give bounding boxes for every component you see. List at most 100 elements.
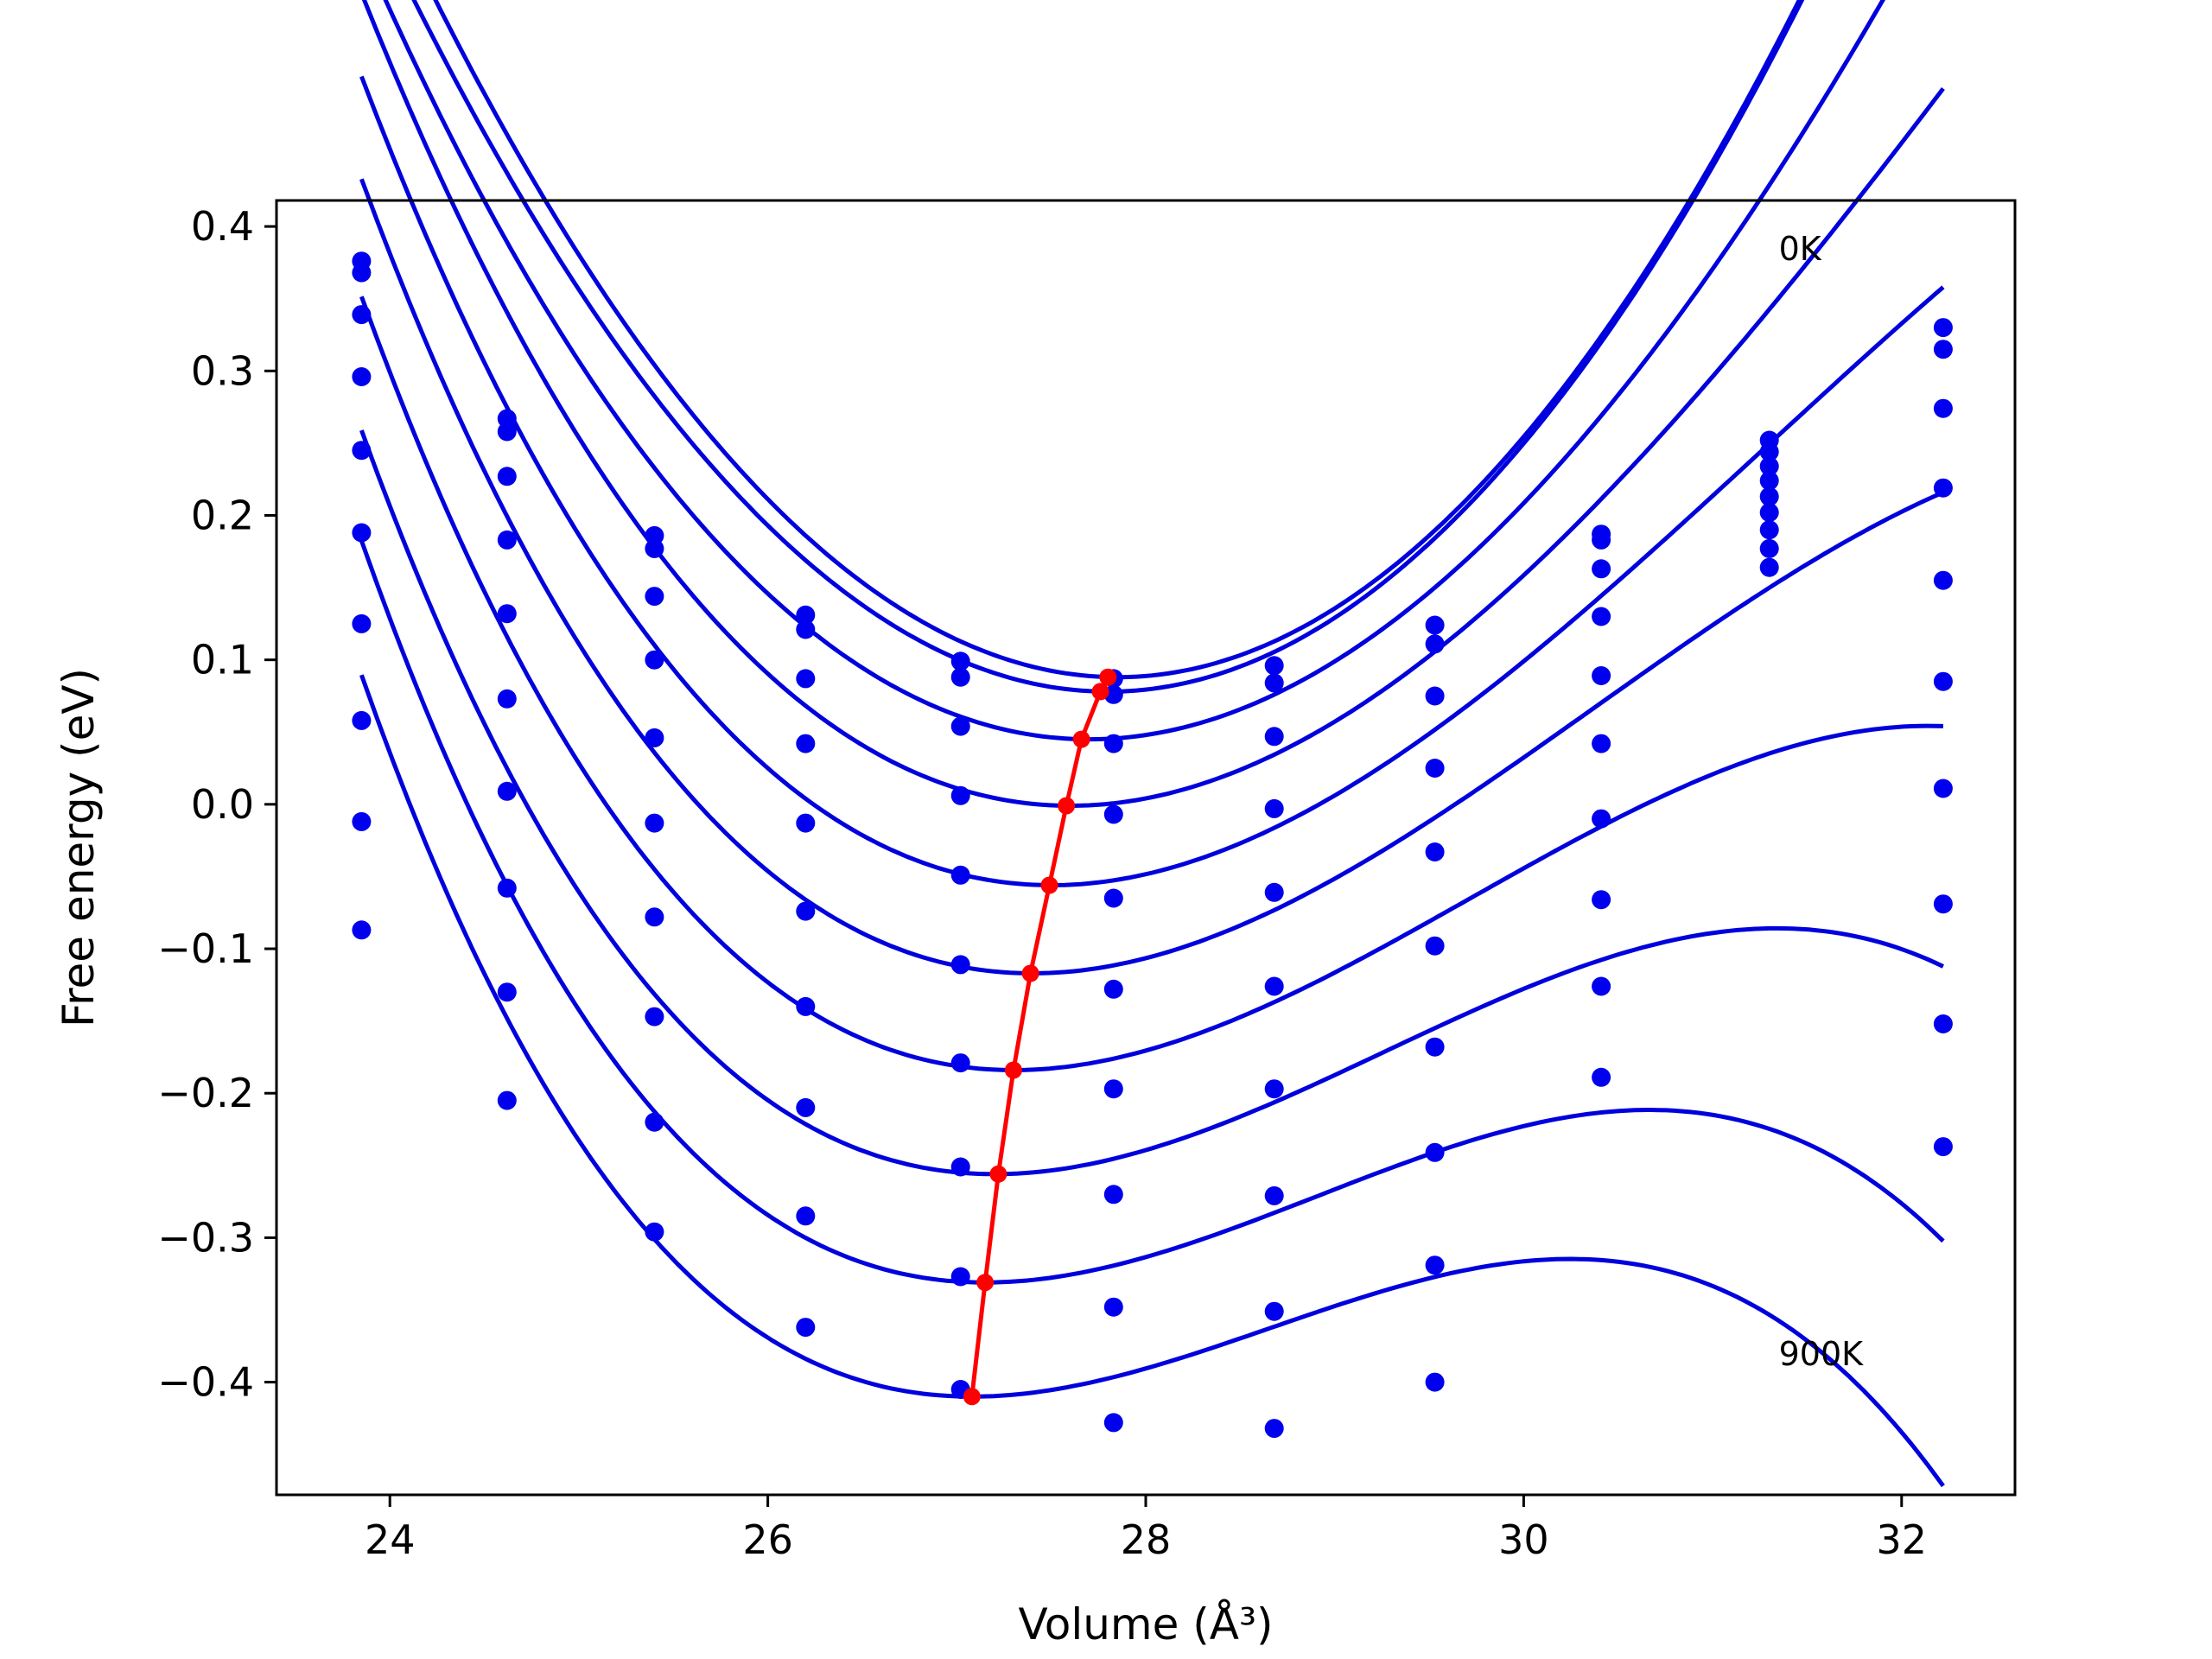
data-point xyxy=(1425,759,1445,778)
data-point xyxy=(1759,456,1779,476)
data-point xyxy=(1933,340,1953,359)
data-point xyxy=(1264,656,1284,676)
data-point xyxy=(1103,979,1123,999)
data-point xyxy=(796,1206,816,1226)
data-point xyxy=(950,865,970,885)
y-tick-label: 0.2 xyxy=(191,492,254,538)
data-point xyxy=(1592,559,1611,579)
data-point xyxy=(497,781,517,801)
temperature-annotation: 900K xyxy=(1779,1335,1865,1373)
minimum-point xyxy=(989,1165,1007,1183)
data-point xyxy=(1425,1142,1445,1162)
data-point xyxy=(796,996,816,1016)
data-point xyxy=(796,1318,816,1338)
data-point xyxy=(645,538,664,558)
data-point xyxy=(645,587,664,607)
data-points xyxy=(352,251,1953,1439)
data-point xyxy=(645,813,664,833)
data-point xyxy=(1425,842,1445,861)
data-point xyxy=(497,422,517,442)
data-point xyxy=(1264,1301,1284,1321)
data-point xyxy=(1425,1372,1445,1392)
minimum-point xyxy=(1021,964,1039,982)
temperature-annotation: 0K xyxy=(1779,230,1822,268)
data-point xyxy=(796,1097,816,1117)
data-point xyxy=(352,441,372,461)
data-point xyxy=(1759,538,1779,558)
data-point xyxy=(950,1053,970,1073)
data-point xyxy=(796,669,816,689)
data-point xyxy=(1103,1079,1123,1099)
data-point xyxy=(497,1090,517,1110)
fit-curve-1 xyxy=(411,0,1805,694)
minimum-point xyxy=(1058,797,1076,815)
data-point xyxy=(1425,1037,1445,1057)
data-point xyxy=(645,1222,664,1242)
data-point xyxy=(1103,888,1123,908)
fit-curves xyxy=(359,0,1945,1488)
minimum-point xyxy=(976,1274,995,1292)
data-point xyxy=(1425,936,1445,956)
data-point xyxy=(1592,666,1611,685)
data-point xyxy=(645,728,664,747)
data-point xyxy=(1425,1255,1445,1275)
data-point xyxy=(497,878,517,898)
fit-curve-2 xyxy=(383,0,1885,742)
data-point xyxy=(796,901,816,921)
fit-curve-8 xyxy=(359,539,1945,1285)
data-point xyxy=(1759,471,1779,491)
data-point xyxy=(950,1267,970,1287)
x-tick-label: 24 xyxy=(365,1516,416,1563)
data-point xyxy=(1933,671,1953,691)
fit-curve-4 xyxy=(359,75,1945,888)
data-point xyxy=(1592,734,1611,753)
plot-area xyxy=(276,200,2015,1495)
data-point xyxy=(796,605,816,625)
x-tick-label: 32 xyxy=(1877,1516,1928,1563)
data-point xyxy=(1264,976,1284,996)
data-point xyxy=(1759,557,1779,577)
data-point xyxy=(1933,398,1953,418)
x-tick-label: 30 xyxy=(1498,1516,1549,1563)
x-tick-label: 28 xyxy=(1121,1516,1172,1563)
data-point xyxy=(1933,1137,1953,1157)
data-point xyxy=(1103,684,1123,704)
data-point xyxy=(796,813,816,833)
data-point xyxy=(950,652,970,671)
y-tick-label: 0.0 xyxy=(191,781,254,828)
minimum-point xyxy=(1040,876,1058,894)
data-point xyxy=(1933,318,1953,338)
data-point xyxy=(1933,570,1953,590)
data-point xyxy=(1759,503,1779,523)
data-point xyxy=(950,1157,970,1177)
data-point xyxy=(796,734,816,753)
fit-curve-6 xyxy=(359,296,1943,1073)
data-point xyxy=(1103,1413,1123,1433)
data-point xyxy=(950,716,970,736)
y-tick-label: 0.3 xyxy=(191,347,254,394)
data-point xyxy=(645,907,664,927)
data-point xyxy=(497,604,517,624)
data-point xyxy=(645,1007,664,1027)
y-axis-ticks: 0.4 0.3 0.2 0.1 0.0 −0.1 −0.2 −0.3 −0.4 xyxy=(157,203,276,1406)
fit-curve-3 xyxy=(361,0,1945,808)
fit-curve-0 xyxy=(433,0,1802,680)
data-point xyxy=(950,667,970,687)
data-point xyxy=(497,530,517,550)
data-point xyxy=(1933,1014,1953,1033)
data-point xyxy=(1264,673,1284,693)
data-point xyxy=(352,613,372,633)
data-point xyxy=(1425,615,1445,635)
data-point xyxy=(1425,686,1445,706)
x-tick-label: 26 xyxy=(742,1516,793,1563)
data-point xyxy=(497,982,517,1002)
data-point xyxy=(1592,530,1611,550)
data-point xyxy=(1592,1067,1611,1087)
data-point xyxy=(1933,478,1953,498)
data-point xyxy=(1103,734,1123,753)
data-point xyxy=(1264,1185,1284,1205)
data-point xyxy=(1592,809,1611,829)
data-point xyxy=(1103,1297,1123,1317)
data-point xyxy=(1592,607,1611,626)
